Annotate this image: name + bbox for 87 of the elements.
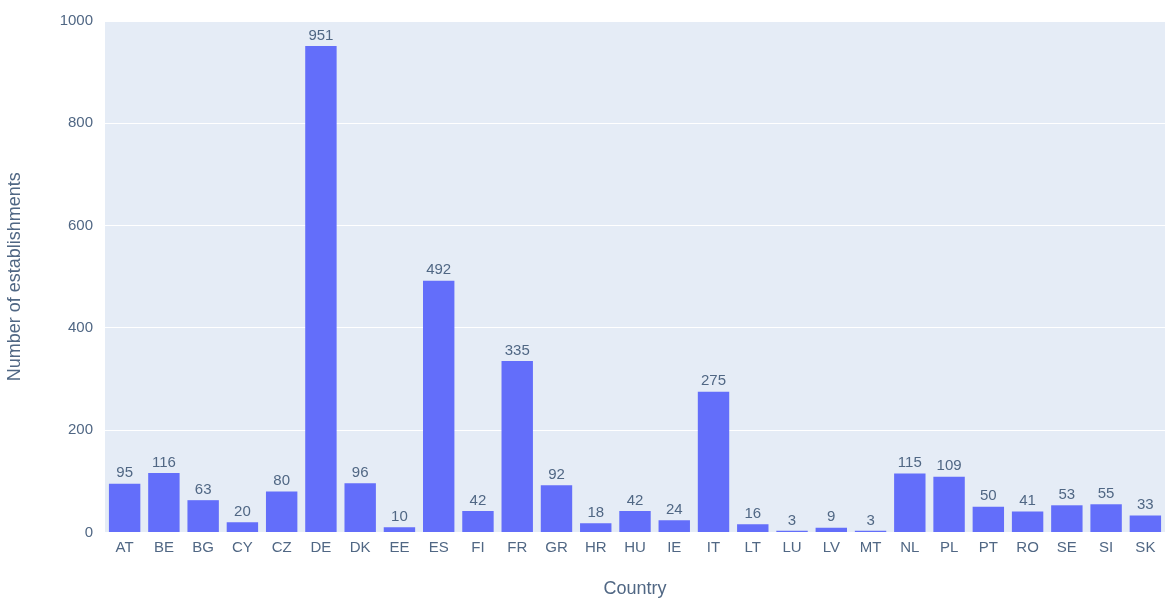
bar	[658, 520, 690, 532]
bar	[187, 500, 219, 532]
data-label: 41	[1019, 491, 1036, 509]
data-label: 335	[504, 340, 530, 358]
data-label: 42	[626, 490, 644, 508]
y-tick-label: 400	[67, 317, 93, 335]
bar	[619, 510, 651, 532]
x-tick-label: IT	[706, 537, 721, 555]
x-tick-label: HU	[624, 537, 646, 555]
data-label: 92	[548, 464, 565, 482]
bar	[580, 523, 612, 532]
y-tick-label: 200	[67, 420, 93, 438]
data-label: 63	[194, 479, 212, 497]
data-label: 492	[426, 260, 452, 278]
bar	[815, 527, 847, 532]
bar	[226, 522, 259, 532]
bar	[383, 527, 416, 532]
bar	[1011, 511, 1044, 532]
y-tick-label: 1000	[59, 11, 93, 29]
bar	[344, 483, 376, 532]
data-label: 42	[469, 490, 487, 508]
y-axis-title: Number of establishments	[3, 172, 24, 382]
x-axis-title: Country	[603, 578, 667, 599]
x-tick-label: SE	[1056, 537, 1077, 555]
bar	[501, 361, 533, 532]
x-tick-label: BE	[153, 537, 174, 555]
bar	[108, 483, 141, 532]
x-tick-label: PL	[939, 537, 959, 555]
y-tick-label: 0	[84, 522, 93, 540]
bar	[462, 510, 494, 532]
x-tick-label: LV	[822, 537, 840, 555]
x-tick-label: HR	[584, 537, 607, 555]
data-label: 275	[701, 371, 727, 389]
x-tick-label: LT	[744, 537, 761, 555]
data-label: 10	[391, 506, 408, 524]
data-label: 109	[936, 456, 962, 474]
x-tick-label: RO	[1016, 537, 1039, 555]
x-tick-label: BG	[192, 537, 214, 555]
data-label: 33	[1137, 495, 1154, 513]
bar	[737, 524, 769, 532]
x-tick-label: FR	[507, 537, 528, 555]
x-tick-label: NL	[900, 537, 920, 555]
x-tick-label: AT	[115, 537, 134, 555]
data-label: 20	[234, 501, 251, 519]
data-label: 3	[866, 510, 875, 528]
x-tick-label: DE	[310, 537, 332, 555]
data-label: 9	[827, 507, 836, 525]
data-label: 951	[308, 25, 334, 43]
bar	[1090, 504, 1122, 532]
x-tick-label: GR	[545, 537, 568, 555]
bar	[697, 391, 730, 532]
x-tick-label: CZ	[271, 537, 292, 555]
bar	[423, 280, 455, 532]
bar	[1051, 505, 1083, 532]
x-tick-label: MT	[859, 537, 882, 555]
bar	[148, 473, 180, 532]
data-label: 116	[151, 452, 176, 470]
x-tick-label: FI	[471, 537, 485, 555]
y-tick-label: 800	[67, 113, 93, 131]
x-tick-label: SI	[1099, 537, 1114, 555]
x-tick-label: SK	[1135, 537, 1156, 555]
data-label: 50	[979, 486, 997, 504]
data-label: 3	[787, 510, 797, 528]
data-label: 80	[273, 471, 291, 489]
bar	[540, 485, 573, 532]
bar	[265, 491, 298, 532]
bar	[1129, 515, 1162, 532]
data-label: 16	[744, 503, 762, 521]
x-tick-label: EE	[389, 537, 410, 555]
bar	[933, 476, 965, 532]
data-label: 18	[587, 502, 605, 520]
bar	[894, 473, 926, 532]
data-label: 24	[665, 499, 683, 517]
x-tick-label: ES	[428, 537, 449, 555]
x-tick-label: IE	[667, 537, 682, 555]
data-label: 96	[351, 462, 369, 480]
data-label: 55	[1097, 483, 1115, 501]
y-tick-label: 600	[67, 215, 93, 233]
data-label: 95	[116, 463, 133, 481]
bar	[305, 46, 337, 532]
x-tick-label: DK	[349, 537, 371, 555]
x-tick-label: LU	[782, 537, 802, 555]
data-label: 53	[1058, 484, 1076, 502]
x-tick-label: PT	[978, 537, 998, 555]
x-tick-label: CY	[231, 537, 253, 555]
bar	[972, 506, 1005, 532]
data-label: 115	[897, 453, 922, 471]
